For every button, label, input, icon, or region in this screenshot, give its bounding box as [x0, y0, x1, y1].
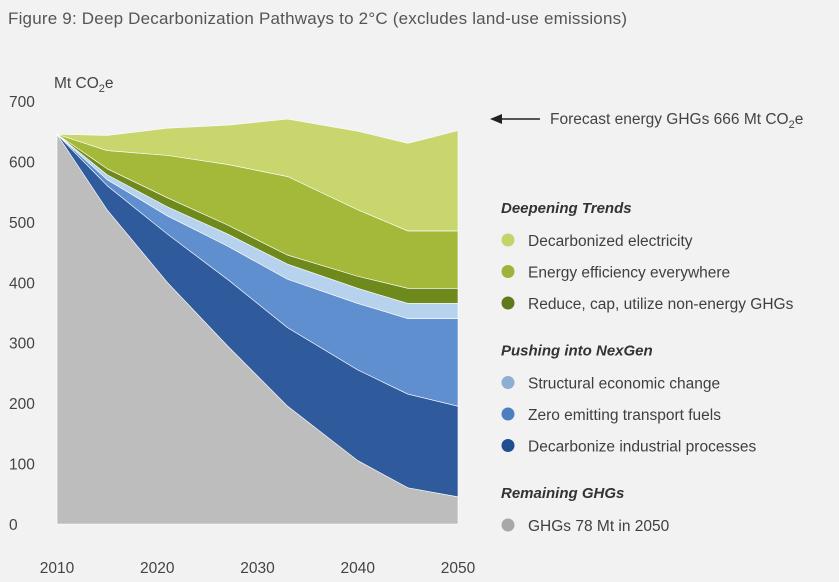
legend-swatch-decarbonized-electricity: [501, 233, 515, 247]
y-tick-label: 200: [9, 396, 35, 413]
legend-label-decarbonized-electricity: Decarbonized electricity: [528, 233, 693, 250]
y-tick-label: 300: [9, 336, 35, 353]
x-tick-label: 2020: [140, 560, 175, 577]
y-axis: 0 100 200 300 400 500 600 700: [9, 94, 35, 534]
legend-swatch-ghgs-78-mt-in-2050: [501, 518, 515, 532]
y-tick-label: 700: [9, 94, 35, 111]
legend-label-zero-emitting-transport-fuels: Zero emitting transport fuels: [528, 407, 721, 424]
legend-heading-pushing-into-nexgen: Pushing into NexGen: [501, 343, 653, 360]
chart-title: Figure 9: Deep Decarbonization Pathways …: [8, 9, 628, 28]
y-tick-label: 400: [9, 275, 35, 292]
annotation-text: Forecast energy GHGs 666 Mt CO2e: [550, 111, 803, 131]
area-decarbonized-electricity: [56, 118, 459, 232]
plot-area: [56, 118, 459, 525]
legend-swatch-decarbonize-industrial-processes: [501, 439, 515, 452]
legend-label-energy-efficiency-everywhere: Energy efficiency everywhere: [528, 265, 730, 282]
y-tick-label: 0: [9, 517, 18, 534]
y-tick-label: 500: [9, 215, 35, 232]
legend-label-decarbonize-industrial-processes: Decarbonize industrial processes: [528, 439, 757, 456]
x-tick-label: 2050: [441, 560, 476, 577]
x-tick-label: 2010: [40, 560, 75, 577]
y-tick-label: 600: [9, 154, 35, 171]
legend-label-structural-economic-change: Structural economic change: [528, 376, 720, 393]
legend: Deepening Trends Decarbonized electricity…: [501, 200, 794, 535]
legend-heading-remaining-ghgs: Remaining GHGs: [501, 485, 624, 502]
x-axis: 2010 2020 2030 2040 2050: [40, 560, 476, 577]
legend-swatch-energy-efficiency-everywhere: [501, 265, 515, 278]
forecast-annotation: Forecast energy GHGs 666 Mt CO2e: [490, 111, 803, 131]
legend-heading-deepening-trends: Deepening Trends: [501, 200, 632, 217]
y-axis-label: Mt CO2e: [54, 75, 114, 95]
x-tick-label: 2040: [341, 560, 376, 577]
legend-label-reduce-cap-utilize-non-energy-ghgs: Reduce, cap, utilize non-energy GHGs: [528, 296, 794, 313]
legend-swatch-structural-economic-change: [501, 376, 515, 389]
y-tick-label: 100: [9, 457, 35, 474]
legend-swatch-reduce-cap-utilize-non-energy-ghgs: [501, 296, 515, 310]
annotation-arrow-head: [490, 114, 502, 124]
x-tick-label: 2030: [240, 560, 275, 577]
legend-swatch-zero-emitting-transport-fuels: [501, 407, 515, 421]
legend-label-ghgs-78-mt-in-2050: GHGs 78 Mt in 2050: [528, 518, 670, 535]
